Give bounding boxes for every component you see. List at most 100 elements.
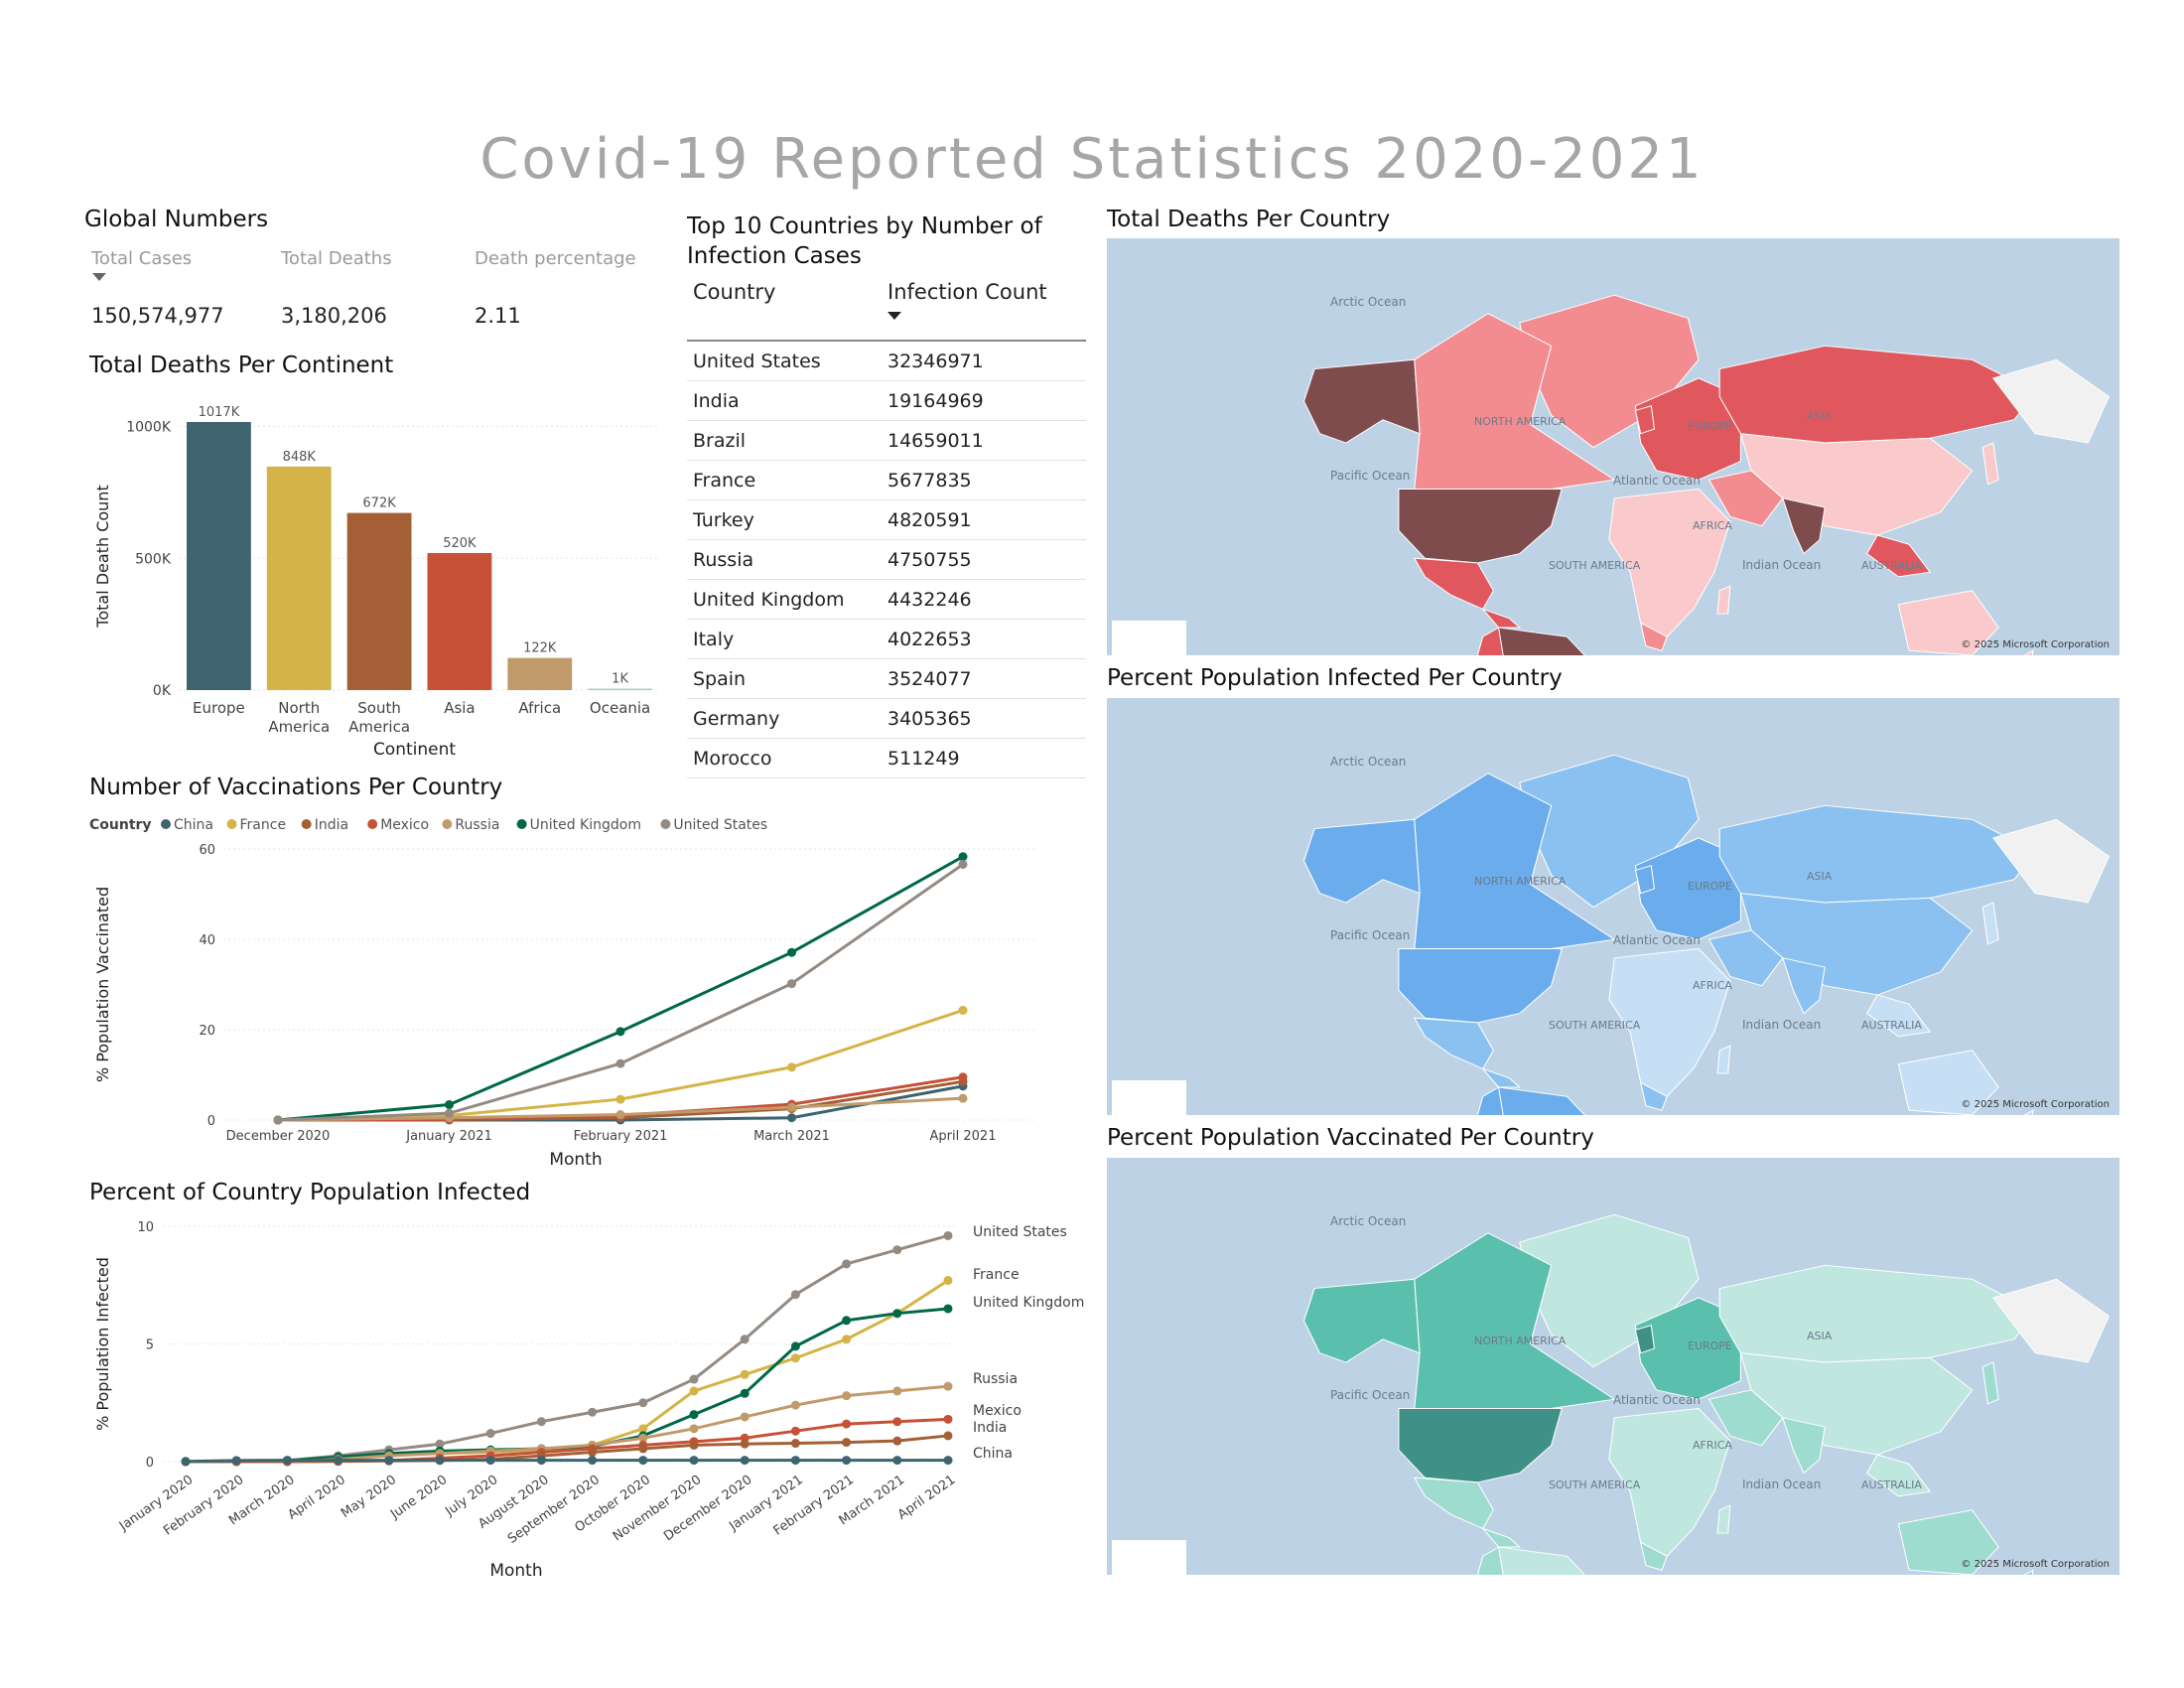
page-title: Covid-19 Reported Statistics 2020-2021 xyxy=(479,127,1705,192)
vaccinated-map[interactable]: Arctic Ocean NORTH AMERICA Pacific Ocean At… xyxy=(1107,1158,2119,1575)
series-line xyxy=(186,1234,949,1464)
country-region xyxy=(1398,948,1563,1024)
data-point xyxy=(435,1439,445,1449)
data-point xyxy=(842,1259,852,1269)
sort-down-icon[interactable] xyxy=(92,273,106,281)
map-canvas[interactable]: Arctic Ocean NORTH AMERICA Pacific Ocean At… xyxy=(1107,1158,2119,1575)
country-region xyxy=(1398,489,1563,564)
table-row[interactable]: Brazil 14659011 xyxy=(687,420,1086,461)
y-tick-label: 5 xyxy=(146,1338,154,1353)
table-row[interactable]: Spain 3524077 xyxy=(687,658,1086,699)
y-axis-label: % Population Vaccinated xyxy=(93,887,112,1082)
bar xyxy=(588,688,652,690)
map-label: SOUTH AMERICA xyxy=(1549,559,1641,572)
data-point xyxy=(485,1429,495,1439)
data-point xyxy=(638,1424,648,1434)
country-region xyxy=(1639,622,1668,651)
x-tick-label: January 2021 xyxy=(405,1129,492,1144)
data-label: 672K xyxy=(362,496,396,511)
map-canvas[interactable]: Arctic Ocean NORTH AMERICA Pacific Ocean At… xyxy=(1107,238,2119,655)
country-region xyxy=(1608,1408,1731,1557)
country-region xyxy=(1398,1408,1563,1483)
data-point xyxy=(588,1456,598,1466)
map-legend-box xyxy=(1112,1540,1186,1575)
data-point xyxy=(892,1245,902,1255)
table-row[interactable]: Morocco 511249 xyxy=(687,738,1086,778)
column-header-infection-count[interactable]: Infection Count xyxy=(882,280,1086,341)
map-label: Atlantic Ocean xyxy=(1613,933,1701,947)
country-region xyxy=(1716,585,1731,615)
data-point xyxy=(842,1438,852,1448)
infected-map[interactable]: Arctic Ocean NORTH AMERICA Pacific Ocean At… xyxy=(1107,698,2119,1115)
table-row[interactable]: United Kingdom 4432246 xyxy=(687,579,1086,620)
country-cell: India xyxy=(687,380,882,421)
country-region xyxy=(1897,1050,1999,1115)
x-tick-label: June 2020 xyxy=(387,1473,450,1522)
country-region xyxy=(1739,893,1974,996)
infected-map-title: Percent Population Infected Per Country xyxy=(1107,665,1563,691)
data-point xyxy=(689,1410,699,1420)
country-region xyxy=(1991,818,2111,904)
data-point xyxy=(740,1456,750,1466)
table-row[interactable]: France 5677835 xyxy=(687,460,1086,500)
bar xyxy=(187,422,251,690)
data-point xyxy=(536,1456,546,1466)
legend-marker xyxy=(226,819,237,829)
data-point xyxy=(787,1062,796,1072)
country-region xyxy=(1481,608,1522,629)
table-row[interactable]: Germany 3405365 xyxy=(687,698,1086,739)
y-tick-label: 40 xyxy=(199,933,215,948)
x-axis-label: Continent xyxy=(373,740,456,760)
infection-count-cell: 4820591 xyxy=(882,499,1086,540)
table-row[interactable]: United States 32346971 xyxy=(687,341,1086,381)
data-point xyxy=(958,1093,968,1103)
table-row[interactable]: Italy 4022653 xyxy=(687,619,1086,659)
data-point xyxy=(943,1456,953,1466)
country-cell: Italy xyxy=(687,619,882,659)
data-point xyxy=(282,1456,292,1466)
data-point xyxy=(740,1412,750,1422)
country-region xyxy=(1302,818,1421,904)
map-label: EUROPE xyxy=(1688,420,1732,433)
data-point xyxy=(842,1419,852,1429)
table-row[interactable]: Turkey 4820591 xyxy=(687,499,1086,540)
table-row[interactable]: India 19164969 xyxy=(687,380,1086,421)
legend-marker xyxy=(367,819,378,829)
country-region xyxy=(1707,470,1784,527)
x-tick-label: December 2020 xyxy=(661,1473,754,1544)
total-cases-label[interactable]: Total Cases xyxy=(91,248,193,269)
x-tick-label: November 2020 xyxy=(611,1473,704,1544)
map-label: Pacific Ocean xyxy=(1330,1388,1410,1402)
total-deaths-label[interactable]: Total Deaths xyxy=(281,248,392,269)
country-region xyxy=(1981,902,1999,945)
table-row[interactable]: Russia 4750755 xyxy=(687,539,1086,580)
column-header-country[interactable]: Country xyxy=(693,280,776,304)
legend-item: United States xyxy=(673,817,767,833)
top10-header-row: Country Infection Count xyxy=(687,280,1086,341)
country-region xyxy=(1897,590,1999,655)
legend-marker xyxy=(660,819,671,829)
data-point xyxy=(740,1439,750,1449)
data-point xyxy=(740,1388,750,1398)
data-point xyxy=(943,1276,953,1286)
x-tick-label: North xyxy=(278,699,320,717)
sort-down-icon[interactable] xyxy=(887,312,901,320)
map-label: Atlantic Ocean xyxy=(1613,1393,1701,1407)
y-tick-label: 60 xyxy=(199,843,215,858)
data-point xyxy=(943,1381,953,1391)
country-region xyxy=(1634,1297,1741,1400)
data-point xyxy=(445,1100,454,1110)
map-canvas[interactable]: Arctic Ocean NORTH AMERICA Pacific Ocean At… xyxy=(1107,698,2119,1115)
legend-marker xyxy=(161,819,171,829)
deaths-map[interactable]: Arctic Ocean NORTH AMERICA Pacific Ocean At… xyxy=(1107,238,2119,655)
map-label: AFRICA xyxy=(1693,979,1732,992)
data-point xyxy=(790,1353,800,1363)
death-percentage-label[interactable]: Death percentage xyxy=(475,248,636,269)
infection-count-cell: 3405365 xyxy=(882,698,1086,739)
x-tick-label: Africa xyxy=(518,699,561,717)
deaths-map-title: Total Deaths Per Country xyxy=(1107,207,1391,232)
country-region xyxy=(1865,534,1932,578)
map-label: SOUTH AMERICA xyxy=(1549,1019,1641,1032)
country-region xyxy=(1782,1417,1826,1475)
